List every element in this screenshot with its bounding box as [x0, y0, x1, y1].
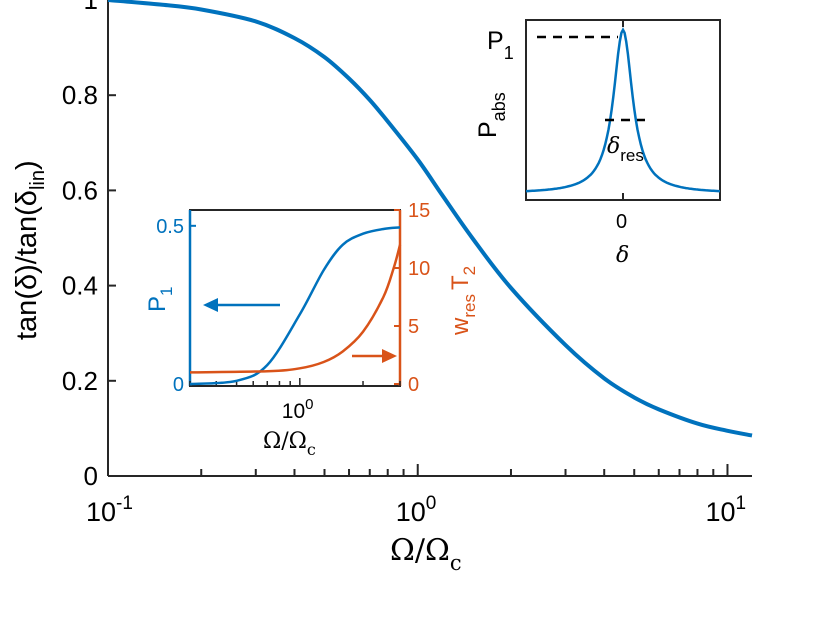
inset-right-y-tick-label: 10: [408, 258, 430, 280]
main-y-tick-label: 0.8: [62, 80, 98, 110]
inset-right-box: [525, 19, 721, 201]
inset-right-x-label: δ: [616, 243, 629, 268]
arrow-right-icon: [352, 349, 397, 363]
main-ticks: [107, 0, 729, 477]
main-y-tick-label: 0.6: [62, 175, 98, 205]
main-y-tick-label: 0.2: [62, 366, 98, 396]
main-series-line: [107, 0, 753, 438]
inset-right-y-tick-label: 5: [408, 316, 419, 338]
main-x-tick-label: 10-1: [86, 493, 133, 527]
inset-wres-line: [189, 244, 402, 374]
inset-left-y-tick-label: 0.5: [156, 216, 184, 238]
inset-right: P1 δres Pabs 0 δ: [474, 19, 721, 268]
inset-right-y-label: Pabs: [474, 92, 509, 138]
inset-x-label: Ω/Ωc: [263, 429, 316, 459]
main-y-tick-label: 1: [84, 0, 98, 15]
inset-left-x-tick-label: 100: [282, 396, 314, 423]
inset-lorentzian-line: [526, 27, 720, 193]
width-label: δres: [607, 134, 644, 165]
inset-right-y-tick-label: 15: [408, 200, 430, 222]
main-x-tick-label: 101: [705, 493, 746, 527]
inset-p1-line: [189, 226, 401, 386]
main-x-label: Ω/Ωc: [390, 533, 462, 575]
inset-left-tick-labels: 0 0.5 0 5 10 15 100: [156, 200, 430, 423]
inset-right-x-tick-label: 0: [616, 211, 627, 233]
inset-right-y-label: wresT2: [447, 266, 479, 336]
inset-left-box: [189, 209, 401, 387]
inset-left-y-label: P1: [144, 287, 176, 312]
main-y-label: tan(δ)/tan(δlin): [11, 160, 49, 340]
inset-left: 0 0.5 0 5 10 15 100 P1 wresT2 Ω/Ωc: [144, 200, 479, 459]
main-y-tick-label: 0: [84, 461, 98, 491]
inset-left-y-tick-label: 0: [173, 374, 184, 396]
peak-label: P1: [487, 27, 514, 63]
main-y-tick-label: 0.4: [62, 271, 98, 301]
main-x-tick-label: 100: [396, 493, 437, 527]
inset-right-y-tick-label: 0: [408, 374, 419, 396]
arrow-left-icon: [203, 298, 280, 312]
